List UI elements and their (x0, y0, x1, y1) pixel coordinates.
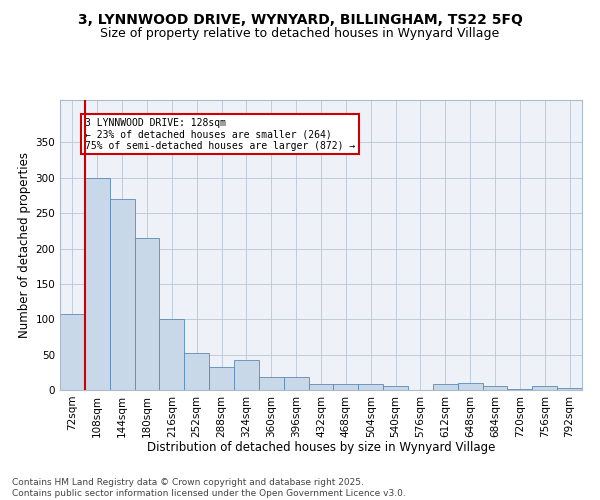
Bar (284, 378, 308, 390)
Bar (458, 383, 482, 390)
Bar (259, 378, 284, 390)
Bar (209, 366, 234, 390)
Bar (110, 199, 134, 390)
Bar (134, 238, 160, 390)
Bar (508, 388, 532, 390)
Bar (532, 386, 557, 390)
Text: Contains HM Land Registry data © Crown copyright and database right 2025.
Contai: Contains HM Land Registry data © Crown c… (12, 478, 406, 498)
X-axis label: Distribution of detached houses by size in Wynyard Village: Distribution of detached houses by size … (147, 441, 495, 454)
Bar (383, 386, 408, 390)
Bar (308, 384, 334, 390)
Text: Size of property relative to detached houses in Wynyard Village: Size of property relative to detached ho… (100, 28, 500, 40)
Bar (60, 314, 85, 390)
Bar (433, 384, 458, 390)
Bar (557, 388, 582, 390)
Text: 3, LYNNWOOD DRIVE, WYNYARD, BILLINGHAM, TS22 5FQ: 3, LYNNWOOD DRIVE, WYNYARD, BILLINGHAM, … (77, 12, 523, 26)
Bar (184, 353, 209, 390)
Bar (358, 384, 383, 390)
Y-axis label: Number of detached properties: Number of detached properties (18, 152, 31, 338)
Bar (160, 320, 184, 390)
Bar (85, 178, 110, 390)
Text: 3 LYNNWOOD DRIVE: 128sqm
← 23% of detached houses are smaller (264)
75% of semi-: 3 LYNNWOOD DRIVE: 128sqm ← 23% of detach… (85, 118, 355, 151)
Bar (334, 384, 358, 390)
Bar (234, 360, 259, 390)
Bar (482, 386, 508, 390)
